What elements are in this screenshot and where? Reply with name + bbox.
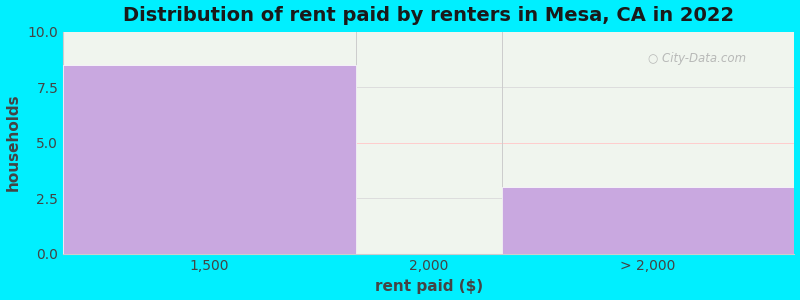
Bar (63, 65, 356, 254)
X-axis label: rent paid ($): rent paid ($) (374, 279, 483, 294)
Y-axis label: households: households (6, 94, 21, 191)
Title: Distribution of rent paid by renters in Mesa, CA in 2022: Distribution of rent paid by renters in … (123, 6, 734, 25)
Text: ○ City-Data.com: ○ City-Data.com (648, 52, 746, 65)
Bar (502, 187, 794, 254)
